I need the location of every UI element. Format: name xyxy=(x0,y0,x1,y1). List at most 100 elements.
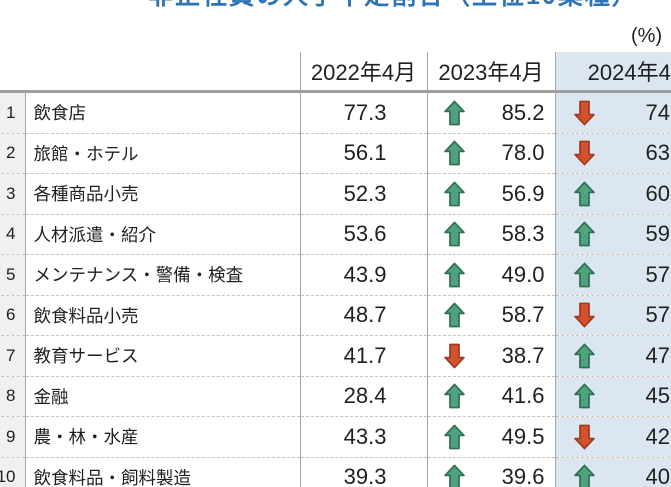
table-row: 1 飲食店 77.3 85.2 74. xyxy=(0,91,671,134)
value-2022: 56.1 xyxy=(343,140,387,166)
rank-cell: 4 xyxy=(0,214,26,255)
up-arrow-icon xyxy=(573,262,595,288)
value-2024-cell: 60. xyxy=(554,173,671,215)
value-2022-cell: 43.3 xyxy=(299,416,427,458)
value-2022: 53.6 xyxy=(343,221,387,247)
up-arrow-icon xyxy=(573,181,595,207)
value-2023-cell: 85.2 xyxy=(426,91,555,134)
rank-value: 1 xyxy=(6,102,16,122)
rank-value: 7 xyxy=(6,345,16,365)
header-row: 2022年4月 2023年4月 2024年4月 xyxy=(0,52,671,93)
value-2024: 40. xyxy=(645,464,671,487)
industry-cell: 飲食料品小売 xyxy=(25,295,300,336)
value-2023-cell: 38.7 xyxy=(426,335,555,377)
value-2022-cell: 28.4 xyxy=(299,376,427,417)
industry-cell: 農・林・水産 xyxy=(25,416,300,458)
industry-cell: 教育サービス xyxy=(25,335,300,377)
table-row: 4 人材派遣・紹介 53.6 58.3 59. xyxy=(0,214,671,255)
value-2023-cell: 49.0 xyxy=(426,254,555,296)
value-2024: 45. xyxy=(645,383,671,409)
value-2024: 60. xyxy=(645,180,671,206)
value-2024: 74. xyxy=(645,99,671,125)
rank-value: 6 xyxy=(6,305,16,325)
up-arrow-icon xyxy=(443,140,465,166)
value-2023: 58.7 xyxy=(501,302,545,328)
industry-name: メンテナンス・警備・検査 xyxy=(33,265,244,286)
rank-value: 4 xyxy=(6,224,16,244)
down-arrow-icon xyxy=(573,100,595,126)
industry-name: 教育サービス xyxy=(33,346,139,367)
industry-cell: 旅館・ホテル xyxy=(25,133,300,174)
industry-cell: 人材派遣・紹介 xyxy=(25,214,300,255)
industry-cell: 各種商品小売 xyxy=(25,173,300,215)
value-2022-cell: 53.6 xyxy=(299,214,427,255)
up-arrow-icon xyxy=(573,221,595,247)
value-2024-cell: 47. xyxy=(554,335,671,377)
page-title: 非正社員の人手不足割合（上位10業種） xyxy=(148,0,639,12)
industry-name: 飲食料品小売 xyxy=(33,305,139,326)
value-2022-cell: 41.7 xyxy=(299,335,427,377)
value-2024-cell: 42. xyxy=(554,416,671,458)
table-row: 9 農・林・水産 43.3 49.5 42. xyxy=(0,416,671,458)
rank-cell: 6 xyxy=(0,295,26,336)
table-row: 7 教育サービス 41.7 38.7 47. xyxy=(0,335,671,377)
industry-name: 旅館・ホテル xyxy=(33,143,139,164)
value-2022: 39.3 xyxy=(343,464,387,487)
value-2022-cell: 48.7 xyxy=(299,295,427,336)
table-row: 2 旅館・ホテル 56.1 78.0 63. xyxy=(0,133,671,174)
value-2023-cell: 41.6 xyxy=(426,376,555,417)
header-2024: 2024年4月 xyxy=(554,52,671,93)
rank-cell: 2 xyxy=(0,133,26,174)
rank-cell: 3 xyxy=(0,173,26,215)
value-2023: 38.7 xyxy=(501,342,545,368)
value-2023: 85.2 xyxy=(501,99,545,125)
header-2022: 2022年4月 xyxy=(299,52,427,93)
value-2024: 59. xyxy=(645,221,671,247)
rank-cell: 1 xyxy=(0,91,26,134)
industry-name: 金融 xyxy=(33,386,69,407)
rank-value: 3 xyxy=(6,183,16,203)
up-arrow-icon xyxy=(573,343,595,369)
value-2024: 63. xyxy=(645,140,671,166)
value-2022-cell: 52.3 xyxy=(299,173,427,215)
value-2023-cell: 58.3 xyxy=(426,214,555,255)
rank-cell: 9 xyxy=(0,416,26,458)
value-2022: 41.7 xyxy=(343,342,387,368)
labor-shortage-table: 2022年4月 2023年4月 2024年4月 1 飲食店 77.3 85.2 … xyxy=(0,52,671,487)
rank-value: 2 xyxy=(6,143,16,163)
value-2022-cell: 56.1 xyxy=(299,133,427,174)
unit-label: (%) xyxy=(631,25,663,47)
header-2023: 2023年4月 xyxy=(426,52,555,93)
rank-value: 5 xyxy=(6,264,16,284)
down-arrow-icon xyxy=(573,302,595,328)
table-row: 6 飲食料品小売 48.7 58.7 57. xyxy=(0,295,671,336)
industry-cell: 飲食料品・飼料製造 xyxy=(25,457,300,487)
table-row: 5 メンテナンス・警備・検査 43.9 49.0 57. xyxy=(0,254,671,296)
industry-name: 飲食料品・飼料製造 xyxy=(33,467,192,487)
value-2022: 77.3 xyxy=(343,99,387,125)
up-arrow-icon xyxy=(573,383,595,409)
up-arrow-icon xyxy=(573,464,595,487)
value-2024: 47. xyxy=(645,342,671,368)
value-2024-cell: 40. xyxy=(554,457,671,487)
rank-cell: 10 xyxy=(0,457,26,487)
up-arrow-icon xyxy=(443,262,465,288)
industry-name: 飲食店 xyxy=(33,103,87,124)
industry-cell: メンテナンス・警備・検査 xyxy=(25,254,300,296)
up-arrow-icon xyxy=(443,464,465,487)
value-2024-cell: 59. xyxy=(554,214,671,255)
rank-value: 10 xyxy=(0,467,16,487)
industry-cell: 金融 xyxy=(25,376,300,417)
down-arrow-icon xyxy=(573,140,595,166)
value-2023: 49.5 xyxy=(501,423,545,449)
down-arrow-icon xyxy=(573,424,595,450)
value-2023: 78.0 xyxy=(501,140,545,166)
value-2024-cell: 45. xyxy=(554,376,671,417)
industry-name: 各種商品小売 xyxy=(33,184,139,205)
value-2024-cell: 74. xyxy=(554,91,671,134)
value-2023-cell: 56.9 xyxy=(426,173,555,215)
down-arrow-icon xyxy=(443,343,465,369)
up-arrow-icon xyxy=(443,383,465,409)
